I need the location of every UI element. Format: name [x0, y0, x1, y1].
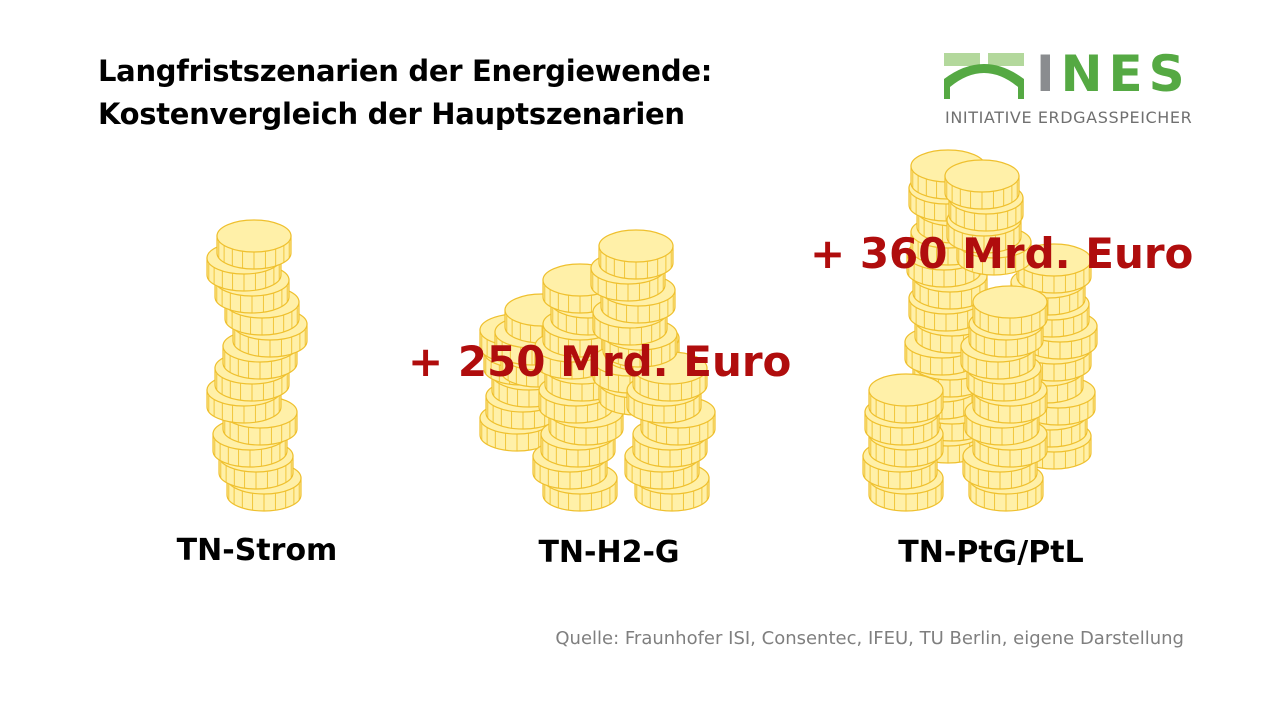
coin-stack-ptg-d-coin — [868, 373, 944, 424]
coin-stack-h2-f-coin — [598, 229, 674, 280]
slide-title: Langfristszenarien der Energiewende: Kos… — [98, 50, 712, 136]
scenario-label-tn-ptg-ptl: TN-PtG/PtL — [898, 535, 1084, 570]
coin-stack-ptg-a-coin — [1016, 243, 1092, 294]
coin-stack-ptg-e-coin — [944, 159, 1020, 210]
logo-letter-i: I — [1036, 45, 1061, 103]
cost-label-tn-ptg-ptl: + 360 Mrd. Euro — [810, 229, 1194, 278]
slide-title-line-1: Langfristszenarien der Energiewende: — [98, 54, 713, 88]
logo-letters-nes: NES — [1060, 45, 1191, 103]
cost-label-tn-h2-g: + 250 Mrd. Euro — [408, 337, 792, 386]
slide-title-line-2: Kostenvergleich der Hauptszenarien — [98, 97, 685, 131]
ines-logo: INES INITIATIVE ERDGASSPEICHER — [944, 46, 1194, 130]
coin-stack-tn-strom-coin — [216, 219, 292, 270]
scenario-label-tn-strom: TN-Strom — [176, 533, 338, 568]
ines-logo-mark-icon — [944, 53, 1024, 99]
coin-stack-h2-e-coin — [632, 351, 708, 402]
scenario-label-tn-h2-g: TN-H2-G — [538, 535, 680, 570]
logo-subtitle: INITIATIVE ERDGASSPEICHER — [945, 108, 1193, 127]
source-note: Quelle: Fraunhofer ISI, Consentec, IFEU,… — [555, 628, 1184, 649]
coin-stack-ptg-c-coin — [972, 285, 1048, 336]
ines-logo-wordmark: INES — [1036, 46, 1191, 102]
